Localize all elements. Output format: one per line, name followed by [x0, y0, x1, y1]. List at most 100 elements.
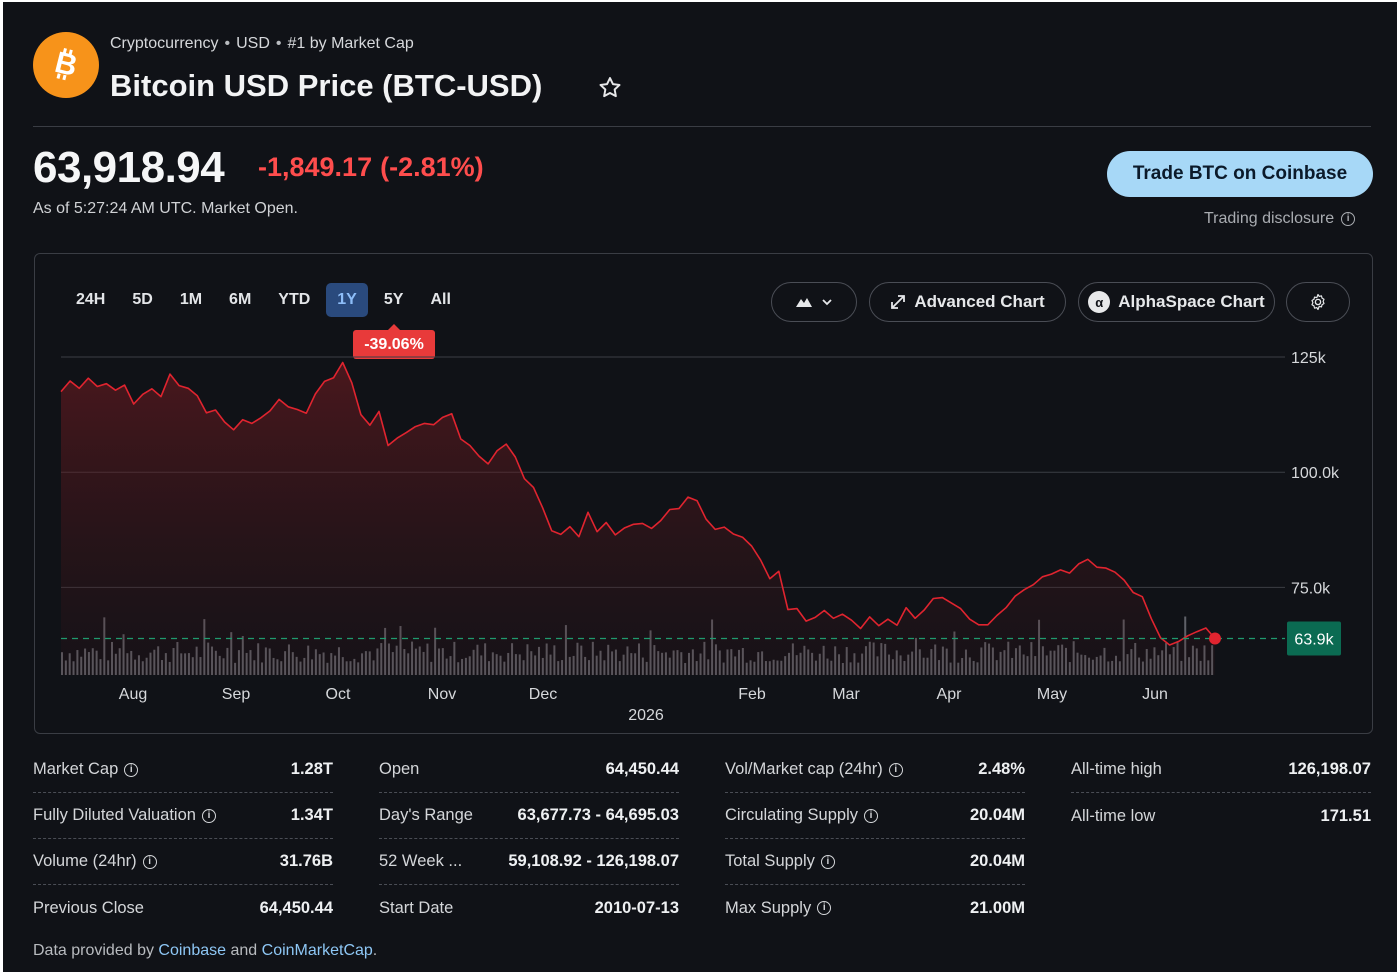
breadcrumb: Cryptocurrency • USD • #1 by Market Cap: [110, 35, 414, 52]
price-timestamp: As of 5:27:24 AM UTC. Market Open.: [33, 200, 298, 217]
bitcoin-logo-icon: B: [33, 32, 99, 98]
disclosure-label: Trading disclosure: [1204, 210, 1335, 227]
price-change: -1,849.17 (-2.81%): [258, 152, 484, 183]
stat-label: Vol/Market cap (24hr): [725, 760, 883, 778]
current-price-label: 63.9k: [1294, 632, 1334, 649]
stat-fdv: Fully Diluted Valuation i 1.34T: [33, 793, 333, 839]
info-icon[interactable]: i: [863, 808, 878, 823]
stat-52-week-range: 52 Week ... 59,108.92 - 126,198.07: [379, 839, 679, 885]
stat-max-supply: Max Supply i 21.00M: [725, 885, 1025, 931]
stat-previous-close: Previous Close 64,450.44: [33, 885, 333, 931]
y-tick-label: 125k: [1291, 350, 1327, 367]
stat-volume: Volume (24hr) i 31.76B: [33, 839, 333, 885]
x-tick-label: Mar: [832, 686, 860, 703]
current-price-dot: [1209, 632, 1221, 645]
x-tick-label: Apr: [937, 686, 963, 703]
info-icon[interactable]: i: [820, 854, 835, 869]
stat-all-time-high: All-time high 126,198.07: [1071, 747, 1371, 793]
x-tick-label: Oct: [326, 686, 351, 703]
chart-card: 24H 5D 1M 6M YTD 1Y 5Y All -39.06% Advan…: [34, 253, 1373, 734]
attribution-prefix: Data provided by: [33, 942, 154, 959]
stat-value: 2010-07-13: [594, 898, 679, 917]
chart-type-dropdown[interactable]: [771, 282, 857, 322]
stat-label: Fully Diluted Valuation: [33, 806, 196, 824]
stat-label: Previous Close: [33, 898, 144, 917]
header-divider: [33, 126, 1371, 127]
advanced-chart-label: Advanced Chart: [914, 292, 1045, 311]
price-line: [60, 361, 1216, 646]
trading-disclosure-link[interactable]: Trading disclosure i: [1204, 210, 1356, 228]
breadcrumb-rank: #1 by Market Cap: [287, 35, 414, 52]
stats-column-1: Market Cap i 1.28T Fully Diluted Valuatio…: [33, 747, 333, 931]
expand-icon: [891, 295, 906, 309]
range-24h[interactable]: 24H: [76, 291, 106, 308]
stat-value: 64,450.44: [259, 898, 333, 917]
stat-value: 171.51: [1320, 806, 1371, 825]
attribution-and: and: [230, 942, 258, 959]
quote-panel: B Cryptocurrency • USD • #1 by Market Cap Bi…: [3, 2, 1397, 972]
range-5y[interactable]: 5Y: [383, 291, 404, 308]
range-1y[interactable]: 1Y: [326, 283, 368, 317]
trade-coinbase-button[interactable]: Trade BTC on Coinbase: [1107, 151, 1373, 197]
x-tick-label: Aug: [119, 686, 147, 703]
info-icon[interactable]: i: [888, 762, 903, 777]
stat-label: Start Date: [379, 898, 454, 917]
coinbase-link[interactable]: Coinbase: [158, 942, 227, 959]
range-1m[interactable]: 1M: [179, 291, 203, 308]
stat-market-cap: Market Cap i 1.28T: [33, 747, 333, 793]
alphaspace-chart-button[interactable]: α AlphaSpace Chart: [1078, 282, 1275, 322]
stat-label: Market Cap: [33, 760, 119, 778]
stat-all-time-low: All-time low 171.51: [1071, 793, 1371, 839]
info-icon[interactable]: i: [817, 901, 832, 915]
current-price-tag: [1287, 621, 1341, 656]
stat-value: 1.28T: [290, 760, 333, 778]
stat-label: Max Supply: [725, 898, 812, 917]
range-selector: 24H 5D 1M 6M YTD 1Y 5Y All: [65, 283, 467, 317]
stats-column-4: All-time high 126,198.07 All-time low 17…: [1071, 747, 1371, 839]
attribution-suffix: .: [372, 942, 378, 959]
x-year-label: 2026: [628, 707, 664, 724]
watchlist-star-icon[interactable]: [597, 75, 623, 101]
y-tick-label: 75.0k: [1291, 580, 1331, 597]
range-ytd[interactable]: YTD: [278, 291, 311, 308]
page-title: Bitcoin USD Price (BTC-USD): [110, 68, 543, 103]
x-tick-label: Nov: [428, 686, 456, 703]
chevron-down-icon: [822, 299, 832, 306]
info-icon[interactable]: i: [1341, 212, 1356, 226]
x-tick-label: Jun: [1142, 686, 1168, 703]
stat-value: 64,450.44: [605, 760, 679, 778]
stat-circulating-supply: Circulating Supply i 20.04M: [725, 793, 1025, 839]
change-percent: (-2.81%): [380, 152, 484, 182]
range-all[interactable]: All: [430, 291, 451, 308]
chart-settings-button[interactable]: [1286, 282, 1350, 322]
gear-icon: [1311, 293, 1325, 311]
period-change-badge: -39.06%: [353, 324, 435, 359]
stat-label: Total Supply: [725, 852, 815, 870]
stat-label: All-time high: [1071, 760, 1162, 778]
data-attribution: Data provided by Coinbase and CoinMarket…: [33, 942, 377, 960]
x-tick-label: Feb: [738, 686, 766, 703]
stats-column-2: Open 64,450.44 Day's Range 63,677.73 - 6…: [379, 747, 679, 931]
stat-value: 59,108.92 - 126,198.07: [508, 852, 679, 870]
stats-column-3: Vol/Market cap (24hr) i 2.48% Circulating…: [725, 747, 1025, 931]
price-chart[interactable]: 125k 100.0k 75.0k 63.9k Aug Sep Oct Nov Dec Feb Ma…: [35, 254, 1372, 733]
info-icon[interactable]: i: [142, 854, 157, 869]
y-tick-label: 100.0k: [1291, 465, 1340, 482]
mountain-icon: [796, 298, 812, 307]
coinmarketcap-link[interactable]: CoinMarketCap: [261, 942, 373, 959]
stat-value: 63,677.73 - 64,695.03: [517, 806, 679, 824]
stat-label: All-time low: [1071, 806, 1156, 825]
info-icon[interactable]: i: [124, 762, 139, 777]
stat-value: 21.00M: [969, 898, 1025, 917]
price-area: [61, 362, 1215, 675]
stat-value: 31.76B: [279, 852, 333, 870]
range-6m[interactable]: 6M: [229, 291, 252, 308]
breadcrumb-currency[interactable]: USD: [236, 35, 270, 52]
breadcrumb-category[interactable]: Cryptocurrency: [110, 35, 219, 52]
range-5d[interactable]: 5D: [132, 291, 153, 308]
advanced-chart-button[interactable]: Advanced Chart: [869, 282, 1066, 322]
stat-total-supply: Total Supply i 20.04M: [725, 839, 1025, 885]
info-icon[interactable]: i: [201, 808, 216, 823]
stat-label: Circulating Supply: [725, 806, 858, 824]
alphaspace-chart-label: AlphaSpace Chart: [1118, 292, 1265, 311]
